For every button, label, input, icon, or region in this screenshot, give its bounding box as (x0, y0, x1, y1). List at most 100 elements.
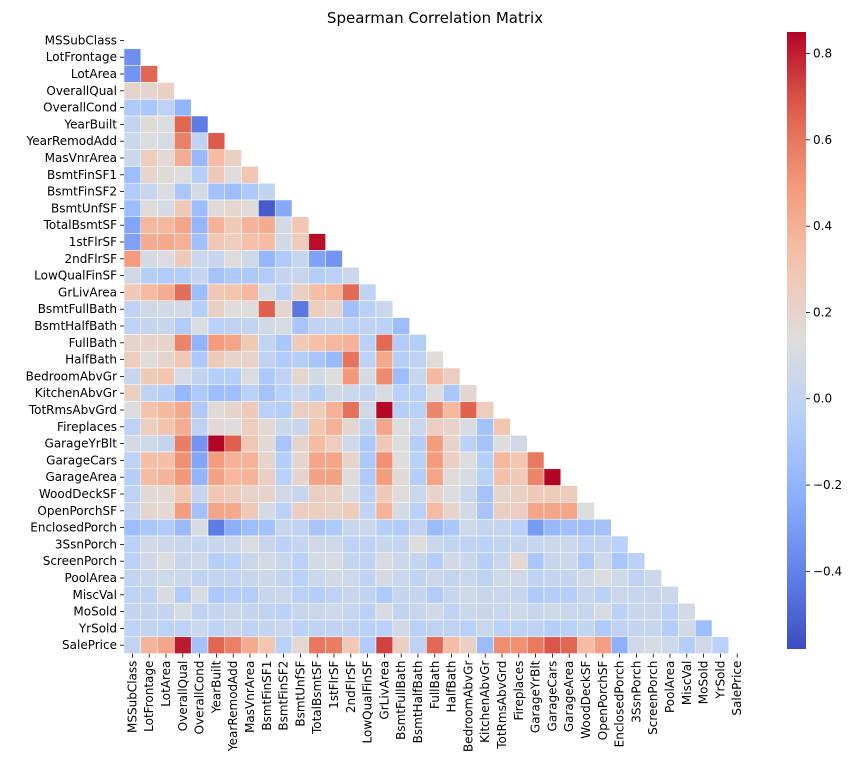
x-tick-label: BedroomAbvGr (461, 661, 475, 753)
heatmap-cell (291, 266, 310, 285)
y-tick-label: LotArea (71, 67, 117, 81)
heatmap-cell (157, 569, 175, 587)
heatmap-cell (274, 518, 293, 537)
heatmap-cell (190, 283, 209, 302)
heatmap-cell (174, 619, 192, 638)
heatmap-cell (190, 300, 209, 318)
x-tick-label: MiscVal (680, 661, 694, 706)
heatmap-cell (392, 451, 410, 470)
heatmap-cell (174, 535, 192, 554)
heatmap-cell (442, 384, 461, 402)
heatmap-cell (543, 619, 562, 638)
heatmap-cell (190, 636, 209, 654)
y-tick-label: YearRemodAdd (26, 134, 117, 148)
heatmap-cell (190, 384, 209, 402)
x-tick-label: YearBuilt (209, 660, 223, 714)
x-tick-label: LowQualFinSF (361, 661, 375, 744)
heatmap-cell (358, 535, 377, 554)
heatmap-cell (258, 468, 276, 486)
heatmap-cell (459, 502, 478, 520)
heatmap-cell (224, 166, 242, 184)
heatmap-cell (140, 266, 158, 285)
heatmap-cell (308, 283, 326, 302)
heatmap-cell (157, 367, 175, 386)
heatmap-cell (241, 367, 259, 386)
heatmap-cell (493, 502, 511, 520)
y-tick-label: YearBuilt (63, 117, 117, 131)
heatmap-cell (291, 250, 310, 268)
heatmap-cell (207, 367, 226, 386)
heatmap-cell (157, 586, 175, 604)
heatmap-cell (308, 250, 326, 268)
y-tick-label: BsmtUnfSF (51, 201, 117, 215)
heatmap-cell (308, 619, 326, 638)
heatmap-cell (560, 552, 578, 570)
heatmap-cell (190, 518, 209, 537)
heatmap-cell (426, 502, 444, 520)
heatmap-cell (426, 602, 444, 621)
heatmap-cell (123, 602, 142, 621)
heatmap-cell (325, 434, 343, 453)
heatmap-cell (409, 384, 427, 402)
heatmap-cell (594, 569, 612, 587)
heatmap-cell (560, 602, 578, 621)
heatmap-cell (375, 468, 394, 486)
heatmap-cell (123, 535, 142, 554)
heatmap-cell (291, 451, 310, 470)
heatmap-cell (375, 334, 394, 352)
heatmap-cell (207, 334, 226, 352)
heatmap-cell (274, 434, 293, 453)
heatmap-cell (190, 250, 209, 268)
heatmap-cell (392, 619, 410, 638)
heatmap-cell (174, 266, 192, 285)
heatmap-cell (577, 535, 595, 554)
heatmap-cell (409, 367, 427, 386)
heatmap-cell (241, 300, 259, 318)
heatmap-cell (174, 233, 192, 251)
heatmap-cell (274, 569, 293, 587)
heatmap-cell (610, 569, 629, 587)
colorbar-tick-label: 0.6 (813, 133, 832, 147)
heatmap-cell (123, 300, 142, 318)
heatmap-cell (661, 619, 679, 638)
heatmap-cell (190, 199, 209, 218)
heatmap-cell (224, 233, 242, 251)
heatmap-cell (325, 418, 343, 436)
heatmap-cell (459, 552, 478, 570)
heatmap-cell (426, 518, 444, 537)
heatmap-cell (123, 619, 142, 638)
heatmap-cell (459, 451, 478, 470)
heatmap-cell (476, 434, 494, 453)
heatmap-cell (190, 166, 209, 184)
heatmap-cell (123, 199, 142, 218)
heatmap-cell (358, 636, 377, 654)
heatmap-cell (543, 552, 562, 570)
heatmap-cell (123, 350, 142, 369)
heatmap-cell (426, 586, 444, 604)
heatmap-cell (375, 451, 394, 470)
heatmap-cell (308, 552, 326, 570)
heatmap-cell (325, 569, 343, 587)
heatmap-cell (375, 300, 394, 318)
x-tick-label: OverallQual (176, 661, 190, 732)
heatmap-cell (274, 552, 293, 570)
heatmap-cell (190, 149, 209, 167)
heatmap-cell (241, 636, 259, 654)
heatmap-cell (510, 451, 528, 470)
heatmap-cell (174, 451, 192, 470)
heatmap-cell (510, 552, 528, 570)
heatmap-cell (174, 569, 192, 587)
heatmap-cell (325, 317, 343, 335)
heatmap-cell (325, 586, 343, 604)
heatmap-cell (190, 233, 209, 251)
heatmap-cell (123, 502, 142, 520)
heatmap-cell (325, 384, 343, 402)
heatmap-cell (123, 586, 142, 604)
heatmap-cell (207, 636, 226, 654)
y-tick-label: OpenPorchSF (37, 504, 117, 518)
heatmap-cell (409, 552, 427, 570)
heatmap-cell (543, 502, 562, 520)
heatmap-cell (207, 384, 226, 402)
heatmap-cell (274, 451, 293, 470)
x-tick-label: GarageYrBlt (529, 660, 543, 733)
